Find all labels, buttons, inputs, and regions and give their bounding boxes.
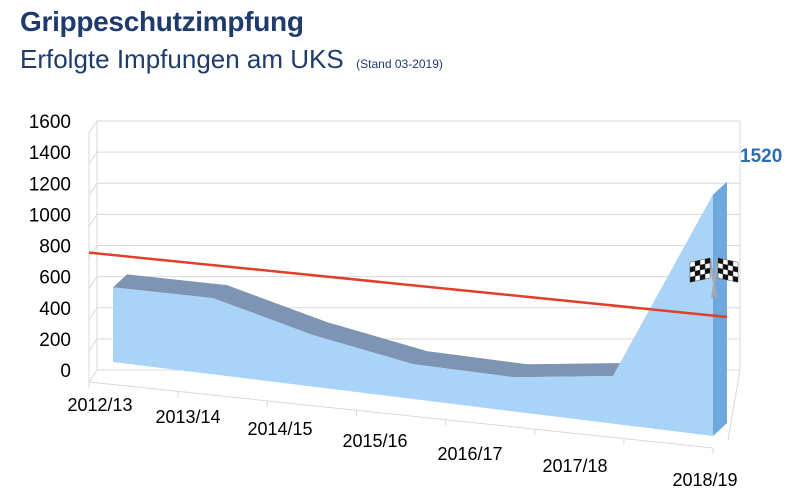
flag-pole xyxy=(711,257,719,299)
flag-cell xyxy=(699,273,706,281)
y-tick-label: 600 xyxy=(39,268,71,289)
target-line-group xyxy=(88,251,728,319)
gridline-side xyxy=(88,120,98,134)
chart-title: Grippeschutzimpfung xyxy=(20,6,304,37)
area-front-face xyxy=(113,194,713,436)
x-tick-label: 2017/18 xyxy=(542,456,607,476)
y-tick-label: 1600 xyxy=(29,112,71,133)
flag xyxy=(711,257,739,299)
y-tick-label: 0 xyxy=(60,361,71,382)
flag-cell xyxy=(717,272,724,280)
x-axis: 2012/13 2013/14 2014/15 2015/16 2016/17 2017/… xyxy=(67,395,737,490)
y-axis: 0 200 400 600 800 1000 1200 1400 1600 xyxy=(29,112,71,382)
x-tick-label: 2014/15 xyxy=(247,419,312,439)
x-tick-label: 2013/14 xyxy=(155,407,220,427)
gridline-side xyxy=(88,182,98,196)
x-tick-label: 2012/13 xyxy=(67,395,132,415)
target-line xyxy=(88,251,728,319)
checkered-flags-icon xyxy=(689,257,739,299)
x-tick-label: 2016/17 xyxy=(437,444,502,464)
y-tick-label: 1000 xyxy=(29,205,71,226)
chart-subtitle: Erfolgte Impfungen am UKS xyxy=(20,44,344,74)
x-tick-label: 2018/19 xyxy=(672,470,737,490)
data-label: 1520 xyxy=(740,146,782,167)
stand-note: (Stand 03-2019) xyxy=(356,57,443,71)
floor-front-edge xyxy=(88,381,714,449)
flag-cell xyxy=(689,275,696,283)
flag-cell xyxy=(694,274,701,282)
area-series xyxy=(113,181,727,436)
flag-cell xyxy=(722,273,729,281)
flag-cell xyxy=(704,272,711,280)
gridline-side xyxy=(88,307,98,321)
y-tick-label: 200 xyxy=(39,330,71,351)
flag-cell xyxy=(732,275,739,283)
gridline-side xyxy=(88,214,98,227)
gridline-side xyxy=(88,369,98,383)
subtitle-row: Erfolgte Impfungen am UKS (Stand 03-2019… xyxy=(20,44,443,75)
y-tick-label: 1200 xyxy=(29,174,71,195)
area-side-face xyxy=(713,181,727,436)
y-tick-label: 800 xyxy=(39,237,71,258)
gridline-side xyxy=(88,338,98,352)
data-labels: 1520 xyxy=(740,146,782,167)
gridline-side xyxy=(88,151,98,165)
flag-pole xyxy=(709,257,717,299)
gridline-side xyxy=(88,276,98,289)
x-tick-label: 2015/16 xyxy=(342,431,407,451)
y-tick-label: 400 xyxy=(39,299,71,320)
gridline-side xyxy=(88,245,98,258)
floor-right-edge xyxy=(727,369,741,441)
y-tick-label: 1400 xyxy=(29,143,71,164)
flag-cell xyxy=(727,274,734,282)
flag xyxy=(689,257,717,299)
